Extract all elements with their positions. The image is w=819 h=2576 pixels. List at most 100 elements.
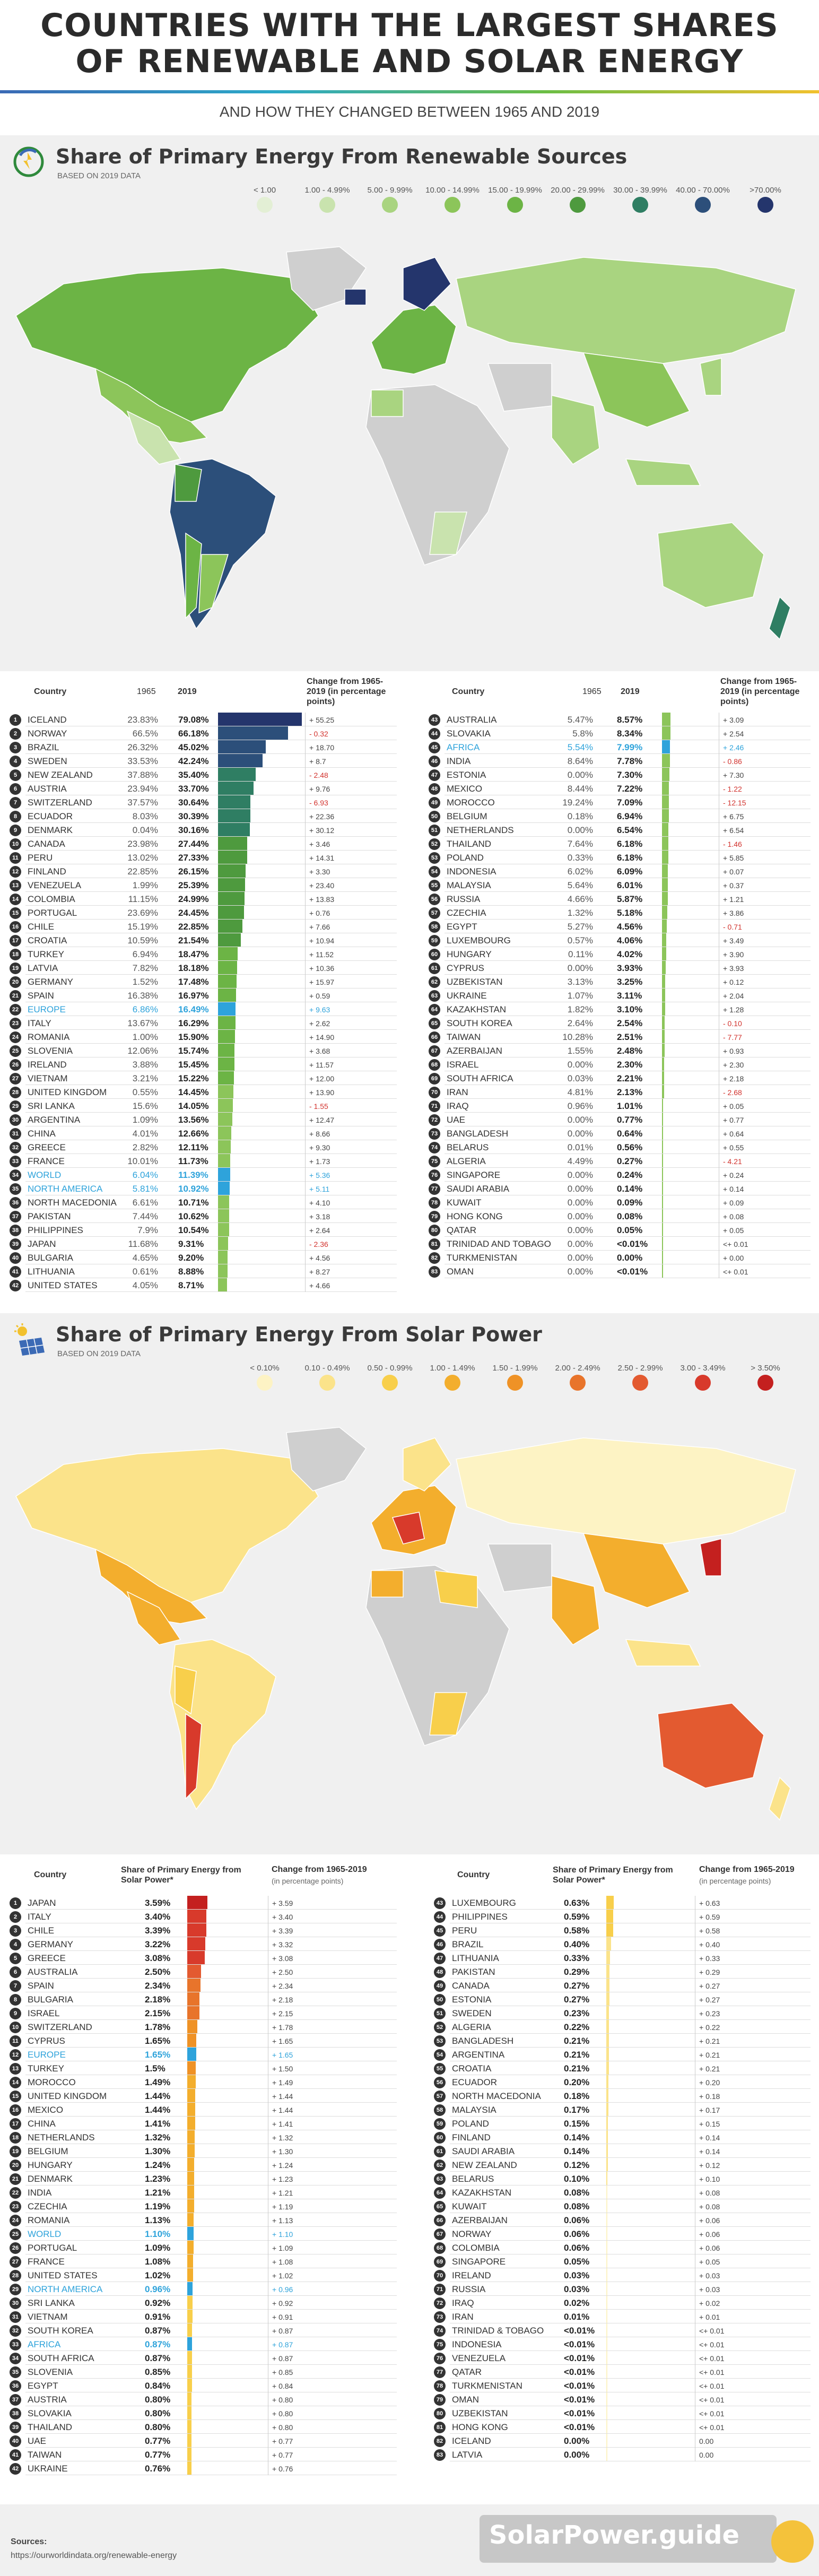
change-value: + 8.7 xyxy=(309,757,326,766)
table-row: 83 LATVIA 0.00% 0.00 xyxy=(434,2448,816,2461)
change-value: + 0.15 xyxy=(699,2120,720,2128)
table-row: 35 SLOVENIA 0.85% + 0.85 xyxy=(10,2365,402,2379)
value-2019: 3.10% xyxy=(617,1004,643,1014)
value-2019: 0.01% xyxy=(564,2312,590,2322)
country-name: FINLAND xyxy=(28,866,66,877)
value-bar xyxy=(606,2448,607,2461)
change-value: + 0.80 xyxy=(272,2409,293,2418)
change-value: + 11.57 xyxy=(309,1061,334,1069)
value-bar xyxy=(187,2296,193,2310)
value-1965: 6.04% xyxy=(132,1170,158,1180)
country-name: OMAN xyxy=(452,2395,479,2405)
rank-badge: 11 xyxy=(10,852,21,864)
rank-badge: 32 xyxy=(10,1142,21,1153)
value-2019: 0.02% xyxy=(564,2298,590,2308)
value-bar xyxy=(187,2365,192,2379)
country-name: ARGENTINA xyxy=(452,2050,505,2060)
country-name: FRANCE xyxy=(28,2257,65,2267)
country-name: POLAND xyxy=(452,2119,489,2129)
legend-item: < 0.10% xyxy=(233,1364,296,1391)
value-2019: 25.39% xyxy=(178,880,209,890)
rank-badge: 63 xyxy=(429,990,440,1002)
value-1965: 0.57% xyxy=(567,935,593,946)
change-value: + 0.87 xyxy=(272,2340,293,2349)
value-bar xyxy=(662,988,665,1002)
rank-badge: 14 xyxy=(10,2077,21,2088)
value-2019: 22.85% xyxy=(178,922,209,932)
row-divider xyxy=(450,2047,811,2048)
legend-item: 2.50 - 2.99% xyxy=(609,1364,672,1391)
value-2019: 1.08% xyxy=(145,2257,171,2267)
row-divider xyxy=(450,2240,811,2241)
value-bar xyxy=(662,864,668,878)
country-name: CYPRUS xyxy=(447,963,484,973)
table-row: 52 ALGERIA 0.22% + 0.22 xyxy=(434,2020,816,2034)
table-row: 45 PERU 0.58% + 0.58 xyxy=(434,1923,816,1937)
value-2019: 0.09% xyxy=(617,1198,643,1208)
rank-badge: 3 xyxy=(10,1925,21,1937)
value-bar xyxy=(662,837,668,851)
rank-badge: 34 xyxy=(10,2353,21,2364)
table-row: 69 SOUTH AFRICA 0.03% 2.21% + 2.18 xyxy=(429,1071,816,1085)
rank-badge: 11 xyxy=(10,2035,21,2047)
source-link[interactable]: https://ourworldindata.org/renewable-ene… xyxy=(11,2551,177,2560)
value-bar xyxy=(662,1030,665,1044)
row-divider xyxy=(25,781,397,782)
value-2019: 0.14% xyxy=(617,1184,643,1194)
change-value: + 0.08 xyxy=(699,2202,720,2211)
country-name: SPAIN xyxy=(28,991,54,1001)
row-divider xyxy=(25,753,397,754)
table-row: 47 ESTONIA 0.00% 7.30% + 7.30 xyxy=(429,768,816,782)
country-name: PHILIPPINES xyxy=(452,1912,508,1922)
country-name: CHINA xyxy=(28,1129,56,1139)
table-row: 28 UNITED STATES 1.02% + 1.02 xyxy=(10,2268,402,2282)
row-divider xyxy=(445,781,811,782)
country-name: ITALY xyxy=(28,1912,51,1922)
change-value: + 0.01 xyxy=(699,2313,720,2321)
value-1965: 5.27% xyxy=(567,922,593,932)
change-value: + 13.90 xyxy=(309,1088,335,1097)
solar-col-change-note: (in percentage points) xyxy=(272,1877,344,1885)
value-2019: 0.06% xyxy=(564,2215,590,2225)
value-1965: 0.00% xyxy=(567,770,593,780)
value-2019: 0.03% xyxy=(564,2284,590,2294)
rank-badge: 39 xyxy=(10,2422,21,2433)
country-name: INDONESIA xyxy=(452,2339,502,2349)
value-bar xyxy=(218,906,244,920)
value-2019: 6.54% xyxy=(617,825,643,835)
legend-swatch xyxy=(507,197,523,213)
table-row: 7 SWITZERLAND 37.57% 30.64% - 6.93 xyxy=(10,795,402,809)
table-row: 74 TRINIDAD & TOBAGO <0.01% <+ 0.01 xyxy=(434,2323,816,2337)
value-2019: 0.92% xyxy=(145,2298,171,2308)
row-divider xyxy=(445,767,811,768)
rank-badge: 9 xyxy=(10,825,21,836)
value-2019: 24.45% xyxy=(178,908,209,918)
col-1965-right: 1965 xyxy=(582,687,602,696)
rank-badge: 5 xyxy=(10,1953,21,1964)
row-divider xyxy=(25,1098,397,1099)
value-bar xyxy=(662,1126,663,1140)
value-bar xyxy=(187,2268,193,2282)
rank-badge: 12 xyxy=(10,2049,21,2061)
value-2019: 0.29% xyxy=(564,1967,590,1977)
value-bar xyxy=(218,837,247,851)
change-value: + 1.41 xyxy=(272,2120,293,2128)
change-value: + 2.54 xyxy=(723,730,744,738)
change-value: + 0.07 xyxy=(723,868,744,876)
value-bar xyxy=(662,920,667,933)
row-divider xyxy=(25,2116,397,2117)
rank-badge: 64 xyxy=(429,1004,440,1016)
value-1965: 0.00% xyxy=(567,1129,593,1139)
legend-swatch xyxy=(632,197,648,213)
table-row: 2 NORWAY 66.5% 66.18% - 0.32 xyxy=(10,726,402,740)
value-2019: 16.49% xyxy=(178,1004,209,1014)
value-2019: 8.88% xyxy=(178,1267,204,1277)
row-divider xyxy=(450,2116,811,2117)
change-value: + 0.12 xyxy=(723,978,744,986)
table-row: 13 VENEZUELA 1.99% 25.39% + 23.40 xyxy=(10,878,402,892)
rank-badge: 59 xyxy=(434,2118,446,2130)
change-value: + 9.30 xyxy=(309,1143,330,1152)
value-1965: 2.64% xyxy=(567,1018,593,1028)
value-2019: 4.56% xyxy=(617,922,643,932)
value-bar xyxy=(662,933,666,947)
